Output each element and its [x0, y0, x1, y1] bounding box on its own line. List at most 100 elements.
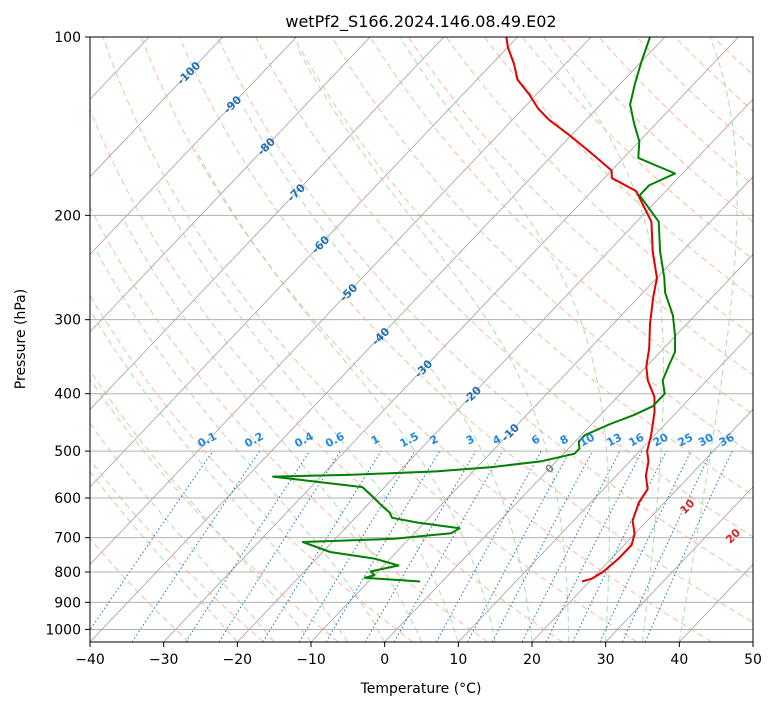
isotherm-line: [458, 331, 753, 642]
dry-adiabat-line: [90, 378, 339, 642]
dry-adiabat-line: [102, 37, 638, 642]
x-tick-label: −10: [296, 652, 326, 668]
mixing-ratio-label: 1.5: [398, 430, 421, 451]
mixing-ratio-line: [644, 450, 733, 642]
axes: −40 −30 −20 −10 0 10 20 30 40 50 1000 900 800 700 600 5…: [45, 30, 762, 668]
line-labels: 0.1 0.2 0.4 0.6 1 1.5 2 3 4 6 8 10 13 16 20 25 30 36-100-…: [175, 59, 775, 579]
y-tick-label: 300: [54, 313, 81, 329]
y-tick-label: 700: [54, 531, 81, 547]
x-tick-label: 30: [597, 652, 615, 668]
dry-adiabat-line: [217, 37, 753, 580]
dry-adiabat-line: [484, 37, 753, 298]
isotherm-line: [90, 37, 445, 410]
mixing-ratio-label: 13: [604, 431, 624, 450]
mixing-ratio-label: 0.4: [292, 430, 316, 451]
y-tick-label: 900: [54, 595, 81, 611]
y-axis-label: Pressure (hPa): [13, 289, 29, 389]
mixing-ratio-line: [185, 450, 311, 642]
mixing-ratio-label: 16: [627, 431, 647, 450]
moist-adiabat-line: [241, 104, 533, 642]
isotherm-line: [163, 37, 739, 642]
mixing-ratio-line: [131, 450, 261, 642]
isotherm-line: [90, 37, 518, 488]
isotherm-line: [90, 37, 224, 178]
y-tick-label: 1000: [45, 622, 81, 638]
dry-adiabat-line: [140, 37, 712, 642]
mixing-ratio-line: [262, 450, 382, 642]
sounding-traces: [272, 37, 677, 583]
moist-adiabat-line: [90, 470, 238, 642]
x-tick-label: −40: [75, 652, 105, 668]
x-tick-label: −20: [223, 652, 253, 668]
dewpoint-trace: [272, 37, 677, 583]
isotherm-line: [0, 37, 75, 642]
mixing-ratio-line: [545, 450, 643, 642]
dry-adiabat-line: [712, 37, 753, 76]
y-tick-label: 400: [54, 387, 81, 403]
chart-title: wetPf2_S166.2024.146.08.49.E02: [285, 12, 556, 32]
dry-adiabat-line: [90, 205, 488, 642]
isotherm-line: [90, 37, 371, 333]
moist-adiabat-line: [156, 187, 459, 642]
dry-adiabat-line: [636, 37, 753, 149]
mixing-ratio-line: [325, 450, 441, 642]
dry-adiabat-label: 30: [766, 559, 775, 579]
moist-adiabat-line: [297, 49, 570, 642]
mixing-ratio-label: 0.2: [242, 430, 265, 451]
mixing-ratio-label: 3: [464, 432, 477, 447]
isotherm-line: [605, 486, 753, 642]
dry-adiabat-line: [90, 459, 264, 642]
moist-adiabat-line: [124, 221, 422, 642]
dry-adiabat-line: [674, 37, 753, 112]
mixing-ratio-label: 6: [529, 432, 542, 447]
x-tick-label: 10: [449, 652, 467, 668]
mixing-ratio-label: 1: [369, 432, 382, 447]
moist-adiabat-line: [96, 251, 386, 642]
mixing-ratio-line: [364, 450, 477, 642]
dry-adiabat-line: [331, 37, 753, 456]
y-tick-label: 800: [54, 565, 81, 581]
mixing-ratio-line: [90, 450, 214, 631]
isotherm-label: -100: [175, 59, 204, 88]
mixing-ratio-label: 2: [428, 432, 441, 447]
moist-adiabat-line: [678, 37, 738, 642]
y-tick-label: 100: [54, 30, 81, 46]
isotherm-line: [90, 37, 297, 255]
mixing-ratio-label: 0.6: [323, 430, 347, 451]
isotherm-line: [531, 408, 753, 642]
moist-adiabat-line: [90, 422, 275, 642]
mixing-ratio-line: [572, 450, 667, 642]
mixing-ratio-label: 36: [717, 431, 737, 450]
x-tick-label: 40: [670, 652, 688, 668]
dry-adiabat-line: [90, 108, 563, 642]
mixing-ratio-label: 25: [676, 431, 696, 450]
y-tick-label: 200: [54, 208, 81, 224]
mixing-ratio-label: 30: [696, 431, 716, 450]
mixing-ratio-label: 20: [651, 431, 671, 450]
dry-adiabat-label: 10: [677, 497, 697, 517]
mixing-ratio-line: [435, 450, 542, 642]
dry-adiabat-line: [369, 37, 753, 415]
mixing-ratio-line: [467, 450, 571, 642]
x-axis-label: Temperature (°C): [360, 681, 482, 697]
x-tick-label: 20: [523, 652, 541, 668]
dry-adiabat-line: [751, 37, 753, 40]
isotherm-line: [0, 37, 2, 642]
x-tick-label: 50: [744, 652, 762, 668]
dry-adiabat-line: [522, 37, 753, 260]
isotherm-line: [90, 37, 592, 566]
moist-adiabat-line: [195, 149, 496, 642]
mixing-ratio-line: [393, 450, 503, 642]
dry-adiabat-line: [560, 37, 753, 223]
mixing-ratio-label: 10: [577, 431, 597, 450]
moist-adiabat-line: [90, 309, 349, 642]
dry-adiabat-line: [90, 294, 414, 642]
dry-adiabat-line: [178, 37, 753, 623]
dry-adiabat-line: [255, 37, 753, 538]
temperature-trace: [505, 37, 658, 583]
x-tick-label: −30: [149, 652, 179, 668]
y-tick-label: 600: [54, 491, 81, 507]
dry-adiabat-line: [293, 37, 753, 496]
isotherm-line: [384, 253, 753, 642]
